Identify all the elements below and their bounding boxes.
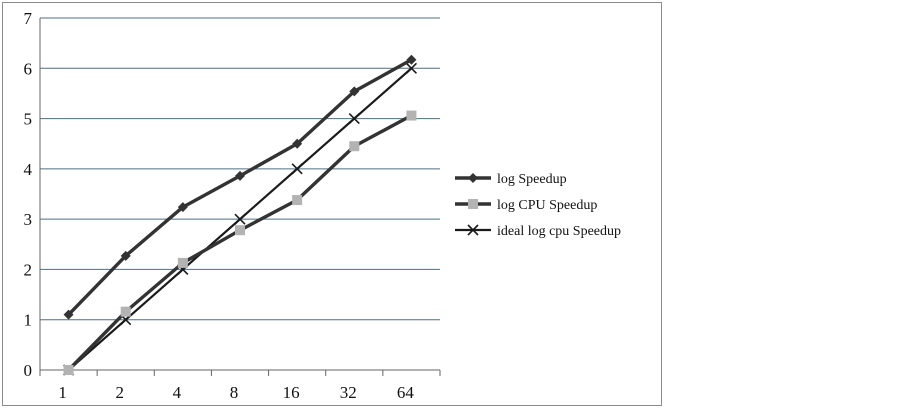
series-line bbox=[67, 114, 413, 372]
data-point bbox=[405, 62, 417, 74]
data-point bbox=[349, 141, 360, 152]
data-point bbox=[406, 54, 417, 65]
series-lines bbox=[63, 54, 417, 376]
legend-label: ideal log cpu Speedup bbox=[497, 224, 621, 239]
axes: 0 1 2 3 4 5 6 7 1 2 4 8 16 32 64 bbox=[24, 9, 441, 402]
y-tick-label: 6 bbox=[24, 59, 33, 78]
series-0 bbox=[63, 54, 417, 320]
legend-label: log Speedup bbox=[497, 172, 567, 187]
data-point bbox=[235, 170, 245, 181]
series-line bbox=[67, 58, 413, 316]
series-1 bbox=[63, 110, 417, 375]
legend-marker bbox=[467, 224, 479, 236]
y-tick-label: 7 bbox=[24, 9, 33, 28]
x-tick-label: 64 bbox=[397, 383, 415, 402]
data-point bbox=[348, 113, 360, 125]
legend-item: log CPU Speedup bbox=[455, 198, 597, 213]
chart-frame bbox=[2, 2, 662, 406]
legend-marker bbox=[468, 199, 478, 209]
y-tick-label: 5 bbox=[24, 110, 33, 129]
legend-label: log CPU Speedup bbox=[497, 198, 597, 213]
x-tick-label: 8 bbox=[230, 383, 239, 402]
data-point bbox=[63, 365, 74, 375]
data-point bbox=[234, 213, 246, 225]
x-tick-label: 16 bbox=[283, 383, 300, 402]
legend-item: ideal log cpu Speedup bbox=[455, 224, 621, 239]
legend-item: log Speedup bbox=[455, 172, 567, 187]
data-point bbox=[235, 225, 245, 236]
data-point bbox=[406, 110, 417, 121]
data-point bbox=[177, 257, 188, 268]
x-tick-label: 4 bbox=[173, 383, 182, 402]
y-tick-label: 0 bbox=[24, 361, 33, 380]
data-point bbox=[292, 195, 303, 206]
data-point bbox=[120, 250, 131, 261]
legend-marker bbox=[468, 173, 478, 183]
y-tick-label: 3 bbox=[24, 210, 33, 229]
data-point bbox=[349, 86, 360, 97]
y-tick-label: 2 bbox=[24, 260, 33, 279]
x-tick-label: 32 bbox=[340, 383, 357, 402]
legend: log Speedup log CPU Speedup ideal log cpu … bbox=[455, 172, 621, 239]
data-point bbox=[177, 202, 188, 213]
data-point bbox=[292, 138, 303, 149]
data-point bbox=[291, 163, 303, 175]
x-tick-label: 2 bbox=[115, 383, 124, 402]
data-point bbox=[120, 306, 131, 317]
gridlines bbox=[40, 17, 440, 321]
x-tick-label: 1 bbox=[58, 383, 67, 402]
y-tick-label: 1 bbox=[24, 311, 33, 330]
data-point bbox=[63, 309, 74, 320]
y-tick-label: 4 bbox=[24, 160, 33, 179]
